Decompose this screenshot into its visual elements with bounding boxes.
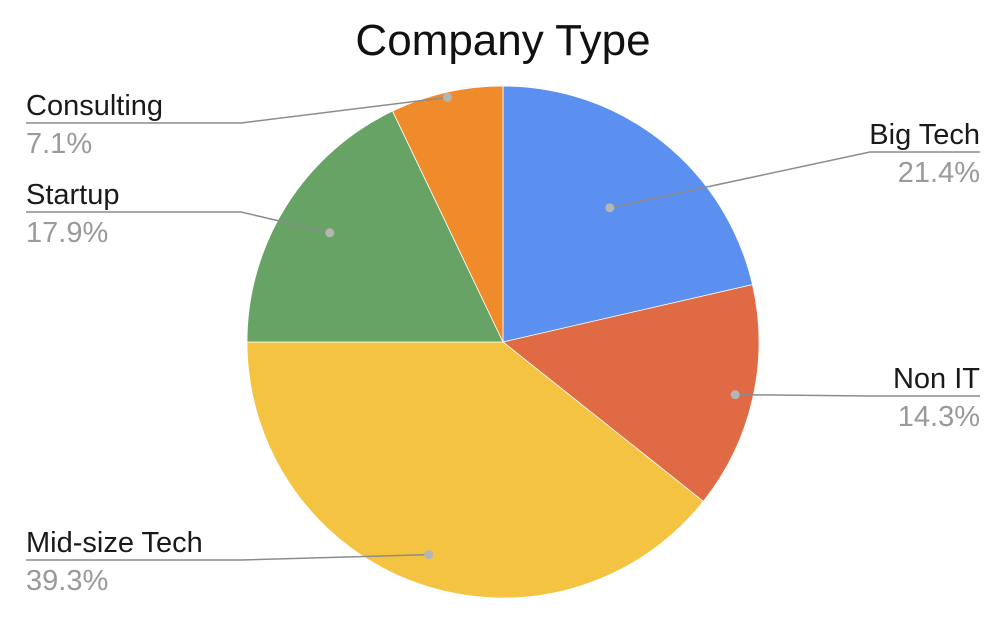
slice-percent-startup: 17.9%: [26, 217, 108, 249]
slice-label-mid-size-tech: Mid-size Tech: [26, 527, 203, 559]
leader-dot-startup: [325, 228, 335, 238]
slice-label-consulting: Consulting: [26, 90, 163, 122]
pie-slice-non-it: [502, 284, 760, 502]
leader-dot-non-it: [730, 390, 740, 400]
leader-dot-consulting: [443, 92, 453, 102]
leader-line-non-it: [735, 393, 980, 397]
leader-line-consulting: [26, 96, 448, 124]
pie-slice-mid-size-tech: [246, 341, 704, 599]
leader-dot-mid-size-tech: [424, 550, 434, 560]
pie-slice-startup: [246, 110, 504, 343]
chart-title: Company Type: [355, 16, 650, 65]
leader-dot-big-tech: [605, 203, 615, 213]
pie-slice-big-tech: [502, 85, 753, 343]
slice-percent-consulting: 7.1%: [26, 128, 92, 160]
pie-slices: [246, 85, 760, 599]
slice-percent-non-it: 14.3%: [898, 401, 980, 433]
slice-label-non-it: Non IT: [893, 363, 980, 395]
leader-line-startup: [26, 211, 330, 234]
slice-label-startup: Startup: [26, 179, 120, 211]
slice-label-big-tech: Big Tech: [869, 119, 980, 151]
slice-callouts: Big Tech 21.4% Non IT 14.3% Mid-size Tech 39.…: [26, 90, 980, 597]
slice-percent-mid-size-tech: 39.3%: [26, 565, 108, 597]
pie-slice-consulting: [392, 85, 504, 343]
leader-line-mid-size-tech: [26, 553, 429, 561]
slice-percent-big-tech: 21.4%: [898, 157, 980, 189]
leader-line-big-tech: [609, 151, 980, 209]
